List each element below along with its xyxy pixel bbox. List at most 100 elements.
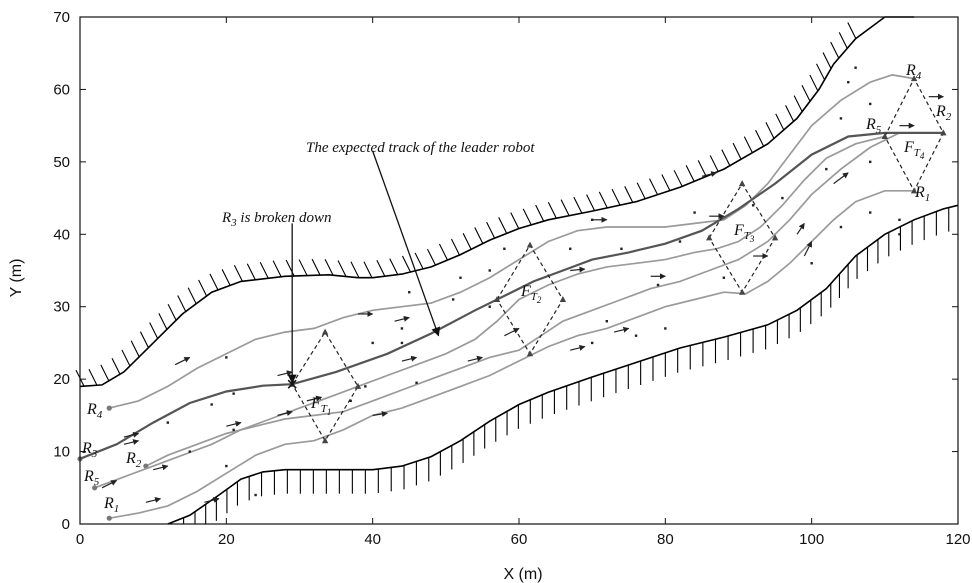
scatter-dot bbox=[232, 392, 235, 395]
robot-start-r2 bbox=[143, 463, 149, 469]
boundary-hatch bbox=[462, 233, 472, 250]
scatter-dot bbox=[839, 117, 843, 120]
scatter-dot bbox=[400, 327, 404, 330]
scatter-dot bbox=[693, 211, 696, 214]
annotation-r3-broken-sub: 3 bbox=[230, 217, 237, 229]
boundary-hatch bbox=[149, 322, 159, 339]
boundary-hatch bbox=[775, 113, 785, 131]
boundary-hatch bbox=[363, 261, 373, 278]
y-tick-label: 0 bbox=[62, 516, 70, 533]
boundary-hatch bbox=[298, 259, 308, 276]
boundary-upper bbox=[79, 16, 915, 388]
scatter-dot bbox=[898, 218, 901, 221]
velocity-arrow bbox=[306, 395, 323, 402]
y-tick-label: 20 bbox=[53, 371, 70, 388]
formation-vertex bbox=[771, 234, 779, 241]
formation-vertex bbox=[354, 382, 362, 389]
label-formation-ft2: FT2 bbox=[520, 283, 542, 305]
scatter-dot bbox=[854, 66, 857, 69]
scatter-dot bbox=[751, 204, 755, 207]
boundary-hatch bbox=[793, 95, 803, 112]
plot-frame bbox=[79, 16, 959, 525]
boundary-hatch bbox=[486, 221, 496, 239]
boundary-hatch bbox=[426, 248, 436, 266]
boundary-hatch bbox=[167, 303, 177, 321]
velocity-arrow bbox=[226, 420, 242, 427]
scatter-dot bbox=[408, 291, 411, 294]
boundary-hatch bbox=[285, 259, 295, 277]
boundary-hatch bbox=[177, 295, 187, 312]
boundary-hatch bbox=[816, 63, 826, 81]
x-tick-label: 40 bbox=[364, 531, 381, 548]
scatter-dot bbox=[371, 341, 374, 345]
formation-vertex bbox=[493, 295, 501, 302]
formation-vertex bbox=[526, 241, 534, 248]
boundary-hatch bbox=[337, 260, 347, 277]
label-r4-start: R4 bbox=[86, 401, 103, 421]
boundary-hatch bbox=[611, 188, 621, 206]
label-formation-ft1: FT1 bbox=[310, 395, 331, 417]
velocity-arrow bbox=[372, 411, 388, 417]
scatter-dot bbox=[781, 196, 784, 200]
scatter-dot bbox=[459, 276, 462, 279]
x-tick-label: 0 bbox=[76, 531, 84, 548]
scatter-dot bbox=[634, 334, 638, 337]
formation-vertex bbox=[321, 328, 329, 335]
boundary-layer bbox=[79, 16, 959, 525]
scatter-dot bbox=[225, 356, 228, 359]
boundary-hatch bbox=[673, 170, 683, 187]
boundary-hatch bbox=[649, 178, 658, 195]
boundary-hatch bbox=[474, 227, 484, 244]
boundary-hatch bbox=[573, 196, 583, 214]
robot-path-r5 bbox=[94, 135, 886, 489]
boundary-hatch bbox=[158, 313, 168, 330]
boundary-hatch bbox=[233, 264, 243, 282]
boundary-hatch bbox=[510, 212, 520, 229]
boundary-hatch bbox=[755, 129, 765, 147]
y-tick-label: 40 bbox=[53, 226, 70, 243]
velocity-arrow bbox=[277, 370, 293, 377]
formation-vertex bbox=[940, 129, 947, 136]
scatter-dot bbox=[678, 240, 682, 243]
x-axis-label: X (m) bbox=[503, 566, 542, 583]
velocity-arrows-layer bbox=[101, 93, 944, 503]
velocity-arrow bbox=[467, 355, 483, 362]
velocity-arrow bbox=[145, 497, 162, 503]
scatter-dot bbox=[898, 233, 901, 236]
y-axis-label: Y (m) bbox=[8, 259, 25, 298]
annotation-r3-broken: R3 is broken down bbox=[221, 210, 332, 229]
robot-start-r4 bbox=[106, 405, 112, 411]
scatter-dot bbox=[503, 247, 506, 250]
formation-vertex bbox=[321, 437, 329, 444]
label-r2-start: R2 bbox=[125, 450, 142, 470]
y-tick-label: 70 bbox=[53, 9, 70, 26]
boundary-hatch bbox=[324, 259, 334, 276]
x-tick-label: 20 bbox=[218, 531, 235, 548]
scatter-dot bbox=[825, 167, 828, 171]
boundary-hatch bbox=[560, 199, 570, 216]
boundary-hatch bbox=[259, 261, 269, 279]
velocity-arrow bbox=[504, 327, 520, 337]
y-tick-label: 30 bbox=[53, 299, 70, 316]
y-tick-label: 60 bbox=[53, 81, 70, 98]
velocity-arrow bbox=[394, 315, 410, 322]
dots-layer bbox=[166, 66, 901, 497]
boundary-hatch bbox=[535, 204, 545, 222]
scatter-dot bbox=[210, 403, 213, 406]
boundary-hatch bbox=[389, 258, 399, 275]
scatter-dot bbox=[664, 327, 667, 330]
label-r1-start: R1 bbox=[103, 495, 119, 515]
scatter-dot bbox=[847, 80, 850, 84]
scatter-dot bbox=[225, 464, 228, 468]
boundary-hatch bbox=[187, 287, 197, 305]
x-tick-label: 80 bbox=[657, 531, 674, 548]
scatter-dot bbox=[810, 262, 813, 265]
velocity-arrow bbox=[123, 439, 140, 445]
boundary-hatch bbox=[111, 357, 121, 375]
boundary-lower bbox=[167, 204, 959, 525]
boundary-hatch bbox=[450, 238, 460, 256]
boundary-hatch bbox=[743, 136, 753, 153]
boundary-hatch bbox=[438, 243, 448, 261]
scatter-dot bbox=[656, 283, 660, 287]
formation-ft1 bbox=[291, 330, 359, 442]
